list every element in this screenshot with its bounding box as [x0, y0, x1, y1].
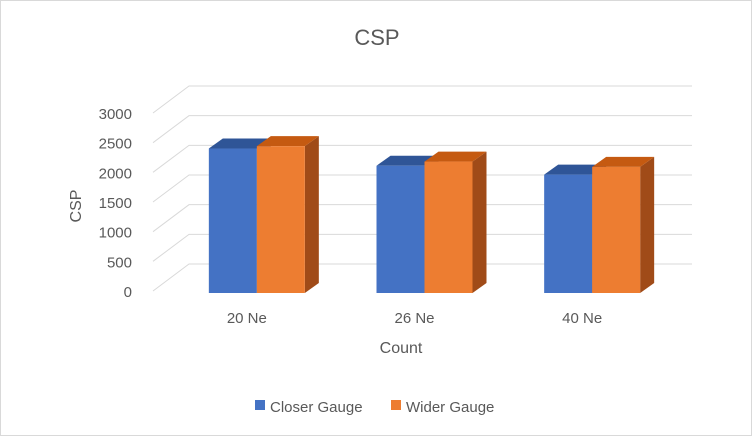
y-tick-label: 500 — [107, 254, 132, 271]
y-tick-label: 1500 — [99, 195, 132, 212]
bar — [256, 146, 305, 293]
legend-label: Closer Gauge — [270, 399, 363, 416]
bar-top — [376, 155, 439, 166]
y-tick-label: 3000 — [99, 106, 132, 123]
gridline — [152, 204, 692, 233]
y-tick-label: 1000 — [99, 225, 132, 242]
bar — [208, 148, 257, 293]
bar — [544, 174, 593, 293]
gridline — [152, 115, 692, 144]
bar — [592, 166, 641, 293]
gridline — [152, 85, 692, 114]
bar-top — [424, 151, 487, 162]
bar-side — [472, 151, 487, 293]
y-tick-label: 2000 — [99, 165, 132, 182]
legend-label: Wider Gauge — [406, 399, 494, 416]
y-tick-label: 2500 — [99, 136, 132, 153]
bar-side — [640, 156, 655, 293]
y-tick-labels: 0 500 1000 1500 2000 2500 3000 — [99, 106, 132, 301]
legend: Closer Gauge Wider Gauge — [255, 399, 494, 416]
x-tick-label: 40 Ne — [562, 310, 602, 327]
y-axis-label: CSP — [68, 190, 85, 223]
x-axis-label: Count — [380, 340, 423, 357]
y-tick-label: 0 — [124, 284, 132, 301]
x-tick-label: 26 Ne — [394, 310, 434, 327]
bar-top — [592, 156, 655, 167]
gridline — [152, 144, 692, 173]
gridline — [152, 233, 692, 262]
bar-side — [304, 136, 319, 293]
bar — [376, 165, 425, 293]
bar-top — [544, 164, 607, 175]
chart-title: CSP — [354, 25, 399, 50]
gridlines — [152, 85, 692, 292]
legend-swatch — [391, 400, 401, 410]
bar-top — [256, 136, 319, 147]
gridline — [152, 174, 692, 203]
bar — [424, 161, 473, 293]
gridline — [152, 263, 692, 292]
bar-top — [208, 138, 271, 149]
bars — [208, 136, 655, 293]
x-tick-label: 20 Ne — [227, 310, 267, 327]
x-tick-labels: 20 Ne 26 Ne 40 Ne — [227, 310, 602, 327]
legend-swatch — [255, 400, 265, 410]
